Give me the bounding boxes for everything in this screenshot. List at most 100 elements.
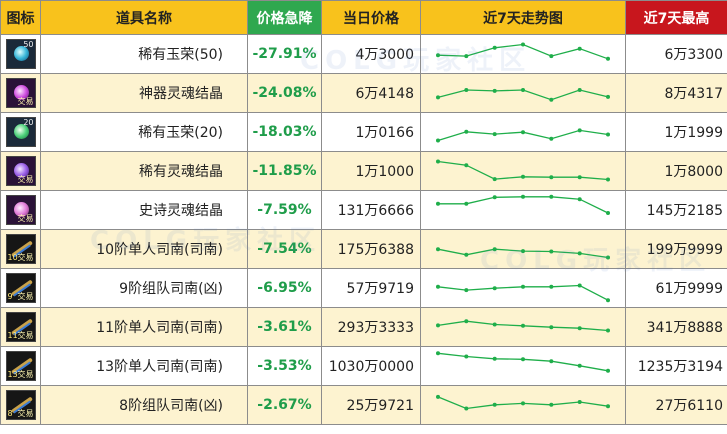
trend-point [436,53,440,58]
trend-chart-cell [420,34,626,74]
artifact-soul-crystal-icon[interactable]: 交易 [5,78,36,108]
table-row[interactable]: 11 交易 11阶单人司南(司南) -3.61% 293万3333 341万8888 [0,307,727,347]
seven-day-high: 61万9999 [625,268,727,308]
item-name[interactable]: 10阶单人司南(司南) [40,229,248,269]
item-icon-cell[interactable]: 交易 [0,190,41,230]
icon-count-label: 8 [7,409,13,418]
trend-point [606,132,610,137]
trend-point [577,326,582,331]
price-drop-percent: -27.91% [247,34,322,74]
table-row[interactable]: 8 交易 8阶组队司南(凶) -2.67% 25万9721 27万6110 [0,385,727,425]
item-name[interactable]: 11阶单人司南(司南) [40,307,248,347]
table-row[interactable]: 交易 史诗灵魂结晶 -7.59% 131万6666 145万2185 [0,190,727,230]
trend-line [437,352,609,372]
trend-sparkline [436,283,610,303]
trend-point [464,129,469,134]
trend-point [436,323,440,328]
item-name[interactable]: 13阶单人司南(司南) [40,346,248,386]
tier8-party-sinan-icon[interactable]: 8 交易 [5,390,36,420]
rare-jade-icon[interactable]: 50 [5,39,36,69]
trend-point [606,255,610,260]
item-name[interactable]: 9阶组队司南(凶) [40,268,248,308]
rare-soul-crystal-icon[interactable]: 交易 [5,156,36,186]
trend-point [464,354,469,359]
trend-point [436,159,440,164]
trend-point [549,249,554,254]
price-drop-percent: -7.54% [247,229,322,269]
price-drop-percent: -6.95% [247,268,322,308]
today-price: 25万9721 [321,385,421,425]
trend-point [492,177,497,182]
trend-sparkline [436,128,610,143]
trend-sparkline [436,88,610,102]
trend-sparkline [436,194,610,215]
trend-chart-cell [420,190,626,230]
trend-point [549,194,554,199]
header-icon[interactable]: 图标 [0,0,41,35]
tier13-solo-sinan-icon[interactable]: 13 交易 [5,351,36,381]
today-price: 57万9719 [321,268,421,308]
table-row[interactable]: 交易 神器灵魂结晶 -24.08% 6万4148 8万4317 [0,73,727,113]
tier10-solo-sinan-icon[interactable]: 10 交易 [5,234,36,264]
price-drop-table: 图标 道具名称 价格急降 当日价格 近7天走势图 近7天最高 50 稀有玉荣(50… [0,0,727,425]
header-item-name[interactable]: 道具名称 [40,0,248,35]
epic-soul-crystal-icon[interactable]: 交易 [5,195,36,225]
trend-chart-cell [420,268,626,308]
trend-chart-cell [420,151,626,191]
item-name[interactable]: 史诗灵魂结晶 [40,190,248,230]
seven-day-high: 1万1999 [625,112,727,152]
gem-shape [13,202,29,217]
price-drop-percent: -3.53% [247,346,322,386]
header-7day-high[interactable]: 近7天最高 [625,0,727,35]
item-icon-cell[interactable]: 交易 [0,151,41,191]
icon-count-label: 50 [23,40,34,49]
table-row[interactable]: 13 交易 13阶单人司南(司南) -3.53% 1030万0000 1235万3194 [0,346,727,386]
header-price-drop[interactable]: 价格急降 [247,0,322,35]
rare-jade-icon[interactable]: 20 [5,117,36,147]
tradable-label: 交易 [17,97,34,106]
tier11-solo-sinan-icon[interactable]: 11 交易 [5,312,36,342]
item-icon-cell[interactable]: 20 [0,112,41,152]
item-name[interactable]: 稀有玉荣(50) [40,34,248,74]
item-icon-cell[interactable]: 13 交易 [0,346,41,386]
trend-point [521,401,525,406]
item-icon-cell[interactable]: 交易 [0,73,41,113]
table-row[interactable]: 交易 稀有灵魂结晶 -11.85% 1万1000 1万8000 [0,151,727,191]
seven-day-high: 341万8888 [625,307,727,347]
trend-point [549,175,554,180]
icon-count-label: 13 [7,370,18,379]
trend-point [606,298,610,303]
trend-point [464,88,469,92]
trend-point [606,211,610,215]
item-icon-cell[interactable]: 11 交易 [0,307,41,347]
table-row[interactable]: 50 稀有玉荣(50) -27.91% 4万3000 6万3300 [0,34,727,74]
trend-point [521,194,525,199]
table-row[interactable]: 9 交易 9阶组队司南(凶) -6.95% 57万9719 61万9999 [0,268,727,308]
trend-point [521,88,525,92]
item-icon-cell[interactable]: 8 交易 [0,385,41,425]
item-icon-cell[interactable]: 10 交易 [0,229,41,269]
trend-chart-cell [420,73,626,113]
table-row[interactable]: 10 交易 10阶单人司南(司南) -7.54% 175万6388 199万9999 [0,229,727,269]
trend-point [436,351,440,356]
tier9-party-sinan-icon[interactable]: 9 交易 [5,273,36,303]
item-icon-cell[interactable]: 9 交易 [0,268,41,308]
item-icon-cell[interactable]: 50 [0,34,41,74]
item-name[interactable]: 稀有玉荣(20) [40,112,248,152]
today-price: 175万6388 [321,229,421,269]
trend-line [438,196,609,214]
trend-point [606,404,610,409]
tradable-label: 交易 [17,175,34,184]
item-name[interactable]: 8阶组队司南(凶) [40,385,248,425]
trend-chart-cell [420,112,626,152]
table-row[interactable]: 20 稀有玉荣(20) -18.03% 1万0166 1万1999 [0,112,727,152]
item-name[interactable]: 稀有灵魂结晶 [40,151,248,191]
header-7day-trend[interactable]: 近7天走势图 [420,0,626,35]
trend-point [436,284,440,289]
item-name[interactable]: 神器灵魂结晶 [40,73,248,113]
trend-sparkline [436,351,610,373]
trend-sparkline [436,247,610,260]
trend-point [606,177,610,182]
header-today-price[interactable]: 当日价格 [321,0,421,35]
trend-point [577,363,582,368]
